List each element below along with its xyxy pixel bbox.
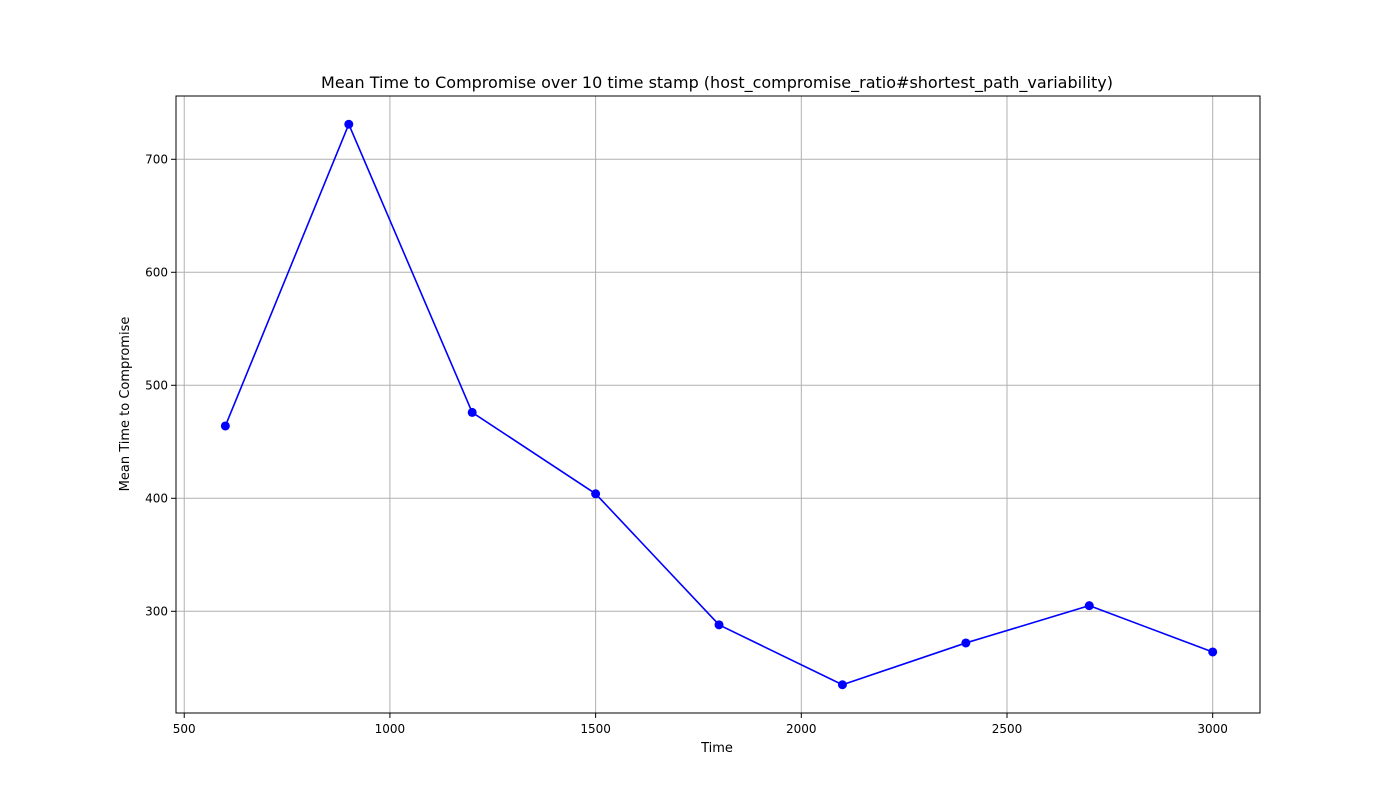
x-axis-label: Time — [700, 741, 733, 756]
y-axis-label: Mean Time to Compromise — [118, 317, 133, 492]
data-point — [1208, 647, 1218, 657]
x-tick-label: 2000 — [786, 722, 817, 736]
x-tick-label: 3000 — [1197, 722, 1228, 736]
series-layer — [220, 119, 1218, 690]
y-tick-label: 400 — [145, 491, 168, 505]
plot-frame — [175, 95, 1261, 714]
x-tick-label: 500 — [173, 722, 196, 736]
axis-ticks: 500 1000 1500 2000 2500 3000 300 400 500 600 700 — [145, 152, 1228, 736]
y-tick-label: 300 — [145, 604, 168, 618]
y-tick-label: 500 — [145, 378, 168, 392]
data-point — [714, 620, 724, 630]
data-point — [344, 119, 354, 129]
x-tick-label: 1000 — [375, 722, 406, 736]
grid-lines — [176, 96, 1260, 713]
data-point — [961, 638, 971, 648]
y-tick-label: 700 — [145, 152, 168, 166]
chart-title: Mean Time to Compromise over 10 time sta… — [321, 73, 1113, 93]
data-point — [1084, 601, 1094, 611]
x-tick-label: 1500 — [580, 722, 611, 736]
y-tick-label: 600 — [145, 265, 168, 279]
data-point — [591, 489, 601, 499]
data-point — [837, 680, 847, 690]
x-tick-label: 2500 — [992, 722, 1023, 736]
data-point — [467, 407, 477, 417]
data-point — [220, 421, 230, 431]
series-line — [224, 122, 1213, 686]
